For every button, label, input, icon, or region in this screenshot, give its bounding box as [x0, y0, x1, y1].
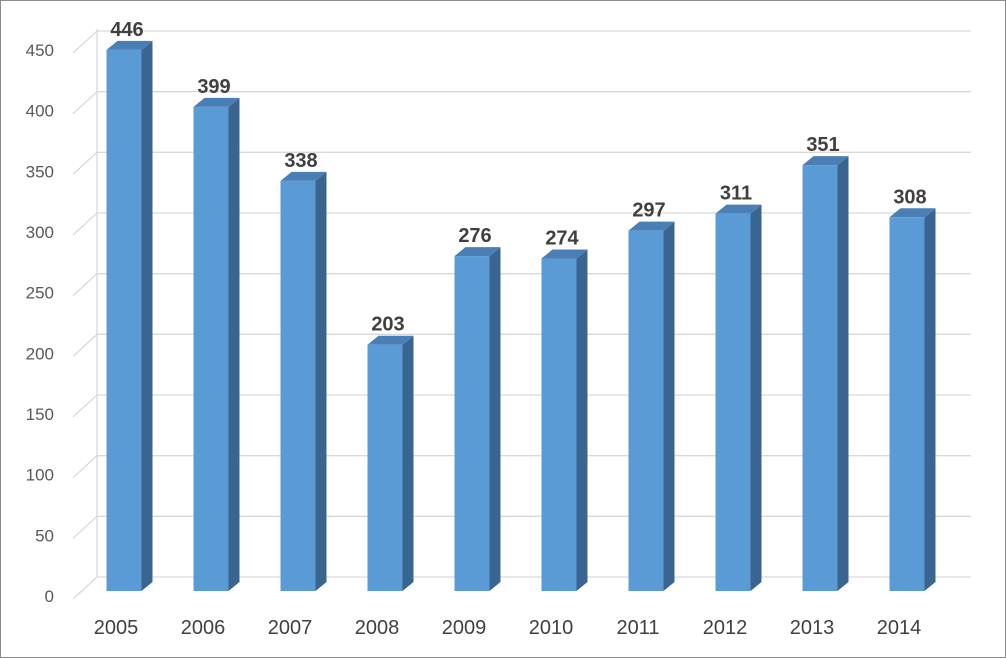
y-tick-label: 300: [26, 223, 54, 242]
x-category-label: 2010: [529, 617, 574, 639]
y-tick-label: 50: [35, 526, 54, 545]
x-category-label: 2005: [94, 617, 139, 639]
bar: [193, 97, 240, 591]
x-category-label: 2014: [877, 617, 922, 639]
bar-top: [541, 249, 588, 259]
bar-side: [750, 204, 762, 592]
data-label: 297: [632, 200, 665, 222]
y-tick-label: 100: [26, 466, 54, 485]
bar-top: [280, 171, 327, 181]
bar: [889, 208, 936, 591]
data-label: 274: [545, 228, 579, 250]
x-category-label: 2011: [616, 617, 659, 639]
y-tick-label: 150: [26, 405, 54, 424]
bar-side: [402, 335, 414, 591]
y-tick-label: 400: [26, 102, 54, 121]
bar-top: [454, 247, 501, 257]
y-tick-label: 250: [26, 284, 54, 303]
bar-front: [628, 230, 664, 591]
bar: [106, 40, 153, 591]
bar: [802, 156, 849, 591]
data-label: 276: [458, 225, 491, 247]
gridline: [72, 30, 971, 54]
data-label: 338: [284, 150, 317, 172]
bar-side: [663, 221, 675, 591]
bar-side: [315, 171, 327, 592]
data-label: 311: [720, 183, 752, 205]
x-category-label: 2013: [790, 617, 835, 639]
bar-front: [715, 213, 751, 592]
data-label: 308: [893, 186, 926, 208]
y-axis-tick-labels: 0 50 100 150 200 250 300 350 400 450: [26, 41, 54, 606]
x-axis-category-labels: 2005 2006 2007 2008 2009 2010 2011 2012 2013 2014: [94, 617, 922, 639]
bar-front: [193, 106, 229, 591]
bar-top: [628, 221, 675, 231]
y-tick-label: 350: [26, 162, 54, 181]
x-category-label: 2007: [268, 617, 313, 639]
y-tick-label: 200: [26, 344, 54, 363]
bar: [454, 247, 501, 591]
bar: [541, 249, 588, 591]
bar: [628, 221, 675, 591]
data-label: 399: [197, 76, 230, 98]
bar-front: [280, 180, 316, 592]
bar-top: [802, 156, 849, 166]
bar-top: [715, 204, 762, 214]
bar: [367, 335, 414, 591]
bar-front: [802, 165, 838, 591]
bar: [715, 204, 762, 592]
data-label: 446: [110, 19, 143, 41]
bar-front: [889, 217, 925, 591]
data-label: 203: [371, 314, 404, 336]
bar-top: [106, 40, 153, 50]
bar: [280, 171, 327, 592]
y-tick-label: 450: [26, 41, 54, 60]
bar-front: [367, 344, 403, 591]
bar-top: [889, 208, 936, 218]
bar-side: [576, 249, 588, 591]
data-label: 351: [806, 134, 839, 156]
bar-front: [106, 49, 142, 591]
y-tick-label: 0: [45, 587, 54, 606]
data-labels: 446 399 338 203 276 274 297 311 351 308: [110, 19, 926, 336]
bar-side: [837, 156, 849, 591]
x-category-label: 2008: [355, 617, 400, 639]
bar-top: [193, 97, 240, 107]
bar-front: [541, 258, 577, 591]
x-category-label: 2006: [181, 617, 226, 639]
bar-side: [141, 40, 153, 591]
bar-top: [367, 335, 414, 345]
bar-side: [489, 247, 501, 591]
bars: [106, 40, 936, 592]
bar-front: [454, 256, 490, 591]
bar-side: [924, 208, 936, 591]
x-category-label: 2009: [442, 617, 487, 639]
x-category-label: 2012: [703, 617, 748, 639]
bar-side: [228, 97, 240, 591]
